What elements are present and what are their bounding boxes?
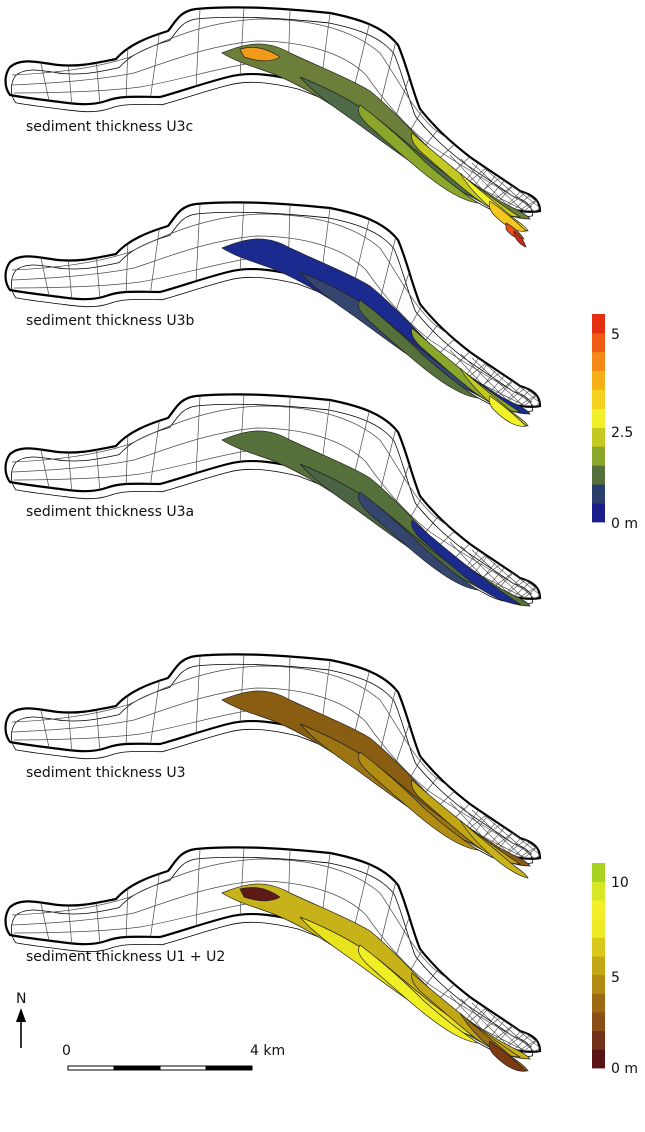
legend-swatch: [592, 503, 605, 523]
north-label: N: [16, 991, 26, 1007]
thickness-zone: [505, 222, 525, 240]
legend-lower-tick-0: 0 m: [611, 1061, 638, 1077]
lake-outline: [4, 6, 542, 213]
legend-swatch: [592, 314, 605, 334]
panel-label: sediment thickness U3a: [26, 504, 194, 520]
scale-bar-segment-1: [67, 1065, 115, 1071]
scale-bar-segment-4: [205, 1065, 253, 1071]
thickness-zone: [411, 519, 522, 605]
legend-swatch: [592, 484, 605, 504]
legend-lower-colorbar: [592, 863, 605, 1069]
thickness-fill: [221, 238, 531, 427]
lake-inner-shoreline: [10, 16, 533, 217]
thickness-zone: [239, 887, 281, 902]
legend-swatch: [592, 1012, 605, 1032]
thickness-fill: [221, 43, 531, 248]
lake-outline: [4, 846, 542, 1053]
thickness-zone: [358, 299, 479, 399]
thickness-zone: [459, 819, 529, 879]
legend-upper-tick-0: 0 m: [611, 516, 638, 532]
legend-lower-tick-5: 5: [611, 970, 620, 986]
legend-swatch: [592, 351, 605, 372]
scale-bar-end-label: 4 km: [250, 1043, 285, 1059]
panel-label: sediment thickness U3b: [26, 313, 194, 329]
panel-label: sediment thickness U1 + U2: [26, 949, 225, 965]
north-arrowhead-icon: [16, 1008, 26, 1022]
legend-lower-tick-10: 10: [611, 875, 629, 891]
thickness-zone: [358, 944, 479, 1044]
legend-swatch: [592, 881, 605, 901]
legend-swatch: [592, 389, 605, 409]
panel-label: sediment thickness U3: [26, 765, 185, 781]
legend-swatch: [592, 446, 605, 466]
legend-swatch: [592, 937, 605, 957]
legend-swatch: [592, 956, 605, 976]
thickness-fill: [221, 883, 531, 1072]
scale-bar-start-label: 0: [62, 1043, 71, 1059]
thickness-zone: [239, 47, 281, 62]
scale-bar-segment-3: [159, 1065, 207, 1071]
legend-swatch: [592, 465, 605, 485]
map-panel: sediment thickness U3: [4, 653, 542, 879]
legend-upper-tick-5: 5: [611, 327, 620, 343]
lake-outline: [4, 393, 542, 600]
legend-swatch: [592, 370, 605, 391]
lake-inner-shoreline: [10, 856, 533, 1057]
legend-upper: 5 2.5 0 m: [592, 314, 638, 532]
thickness-zone: [358, 751, 479, 851]
legend-upper-tick-2-5: 2.5: [611, 425, 633, 441]
thickness-zone: [459, 1012, 529, 1072]
map-panel: sediment thickness U3b: [4, 201, 542, 427]
scale-bar: 0 4 km: [62, 1043, 285, 1071]
legend-swatch: [592, 332, 605, 353]
thickness-zone: [488, 1040, 527, 1072]
lake-outline: [4, 653, 542, 860]
scale-bar-segment-2: [113, 1065, 161, 1071]
legend-swatch: [592, 993, 605, 1013]
panel-label: sediment thickness U3c: [26, 119, 193, 135]
legend-swatch: [592, 1049, 605, 1069]
thickness-zone: [459, 367, 529, 427]
legend-swatch: [592, 974, 605, 994]
lake-inner-shoreline: [10, 663, 533, 864]
thickness-zone: [459, 172, 529, 232]
legend-swatch: [592, 1030, 605, 1050]
legend-swatch: [592, 863, 605, 883]
legend-lower: 10 5 0 m: [592, 863, 638, 1077]
legend-swatch: [592, 900, 605, 920]
north-arrow: N: [16, 991, 26, 1048]
legend-swatch: [592, 427, 605, 447]
thickness-zone: [513, 230, 527, 248]
thickness-zone: [488, 395, 527, 427]
lake-inner-shoreline: [10, 403, 533, 604]
thickness-fill: [221, 690, 531, 879]
legend-swatch: [592, 918, 605, 938]
lake-outline: [4, 201, 542, 408]
thickness-zone: [358, 104, 479, 204]
legend-upper-colorbar: [592, 314, 605, 523]
map-panels: sediment thickness U3c sediment thickness…: [4, 6, 542, 1072]
thickness-fill: [221, 430, 531, 607]
lake-inner-shoreline: [10, 211, 533, 412]
legend-swatch: [592, 408, 605, 428]
map-panel: sediment thickness U1 + U2: [4, 846, 542, 1072]
thickness-zone: [358, 491, 479, 591]
map-panel: sediment thickness U3a: [4, 393, 542, 607]
